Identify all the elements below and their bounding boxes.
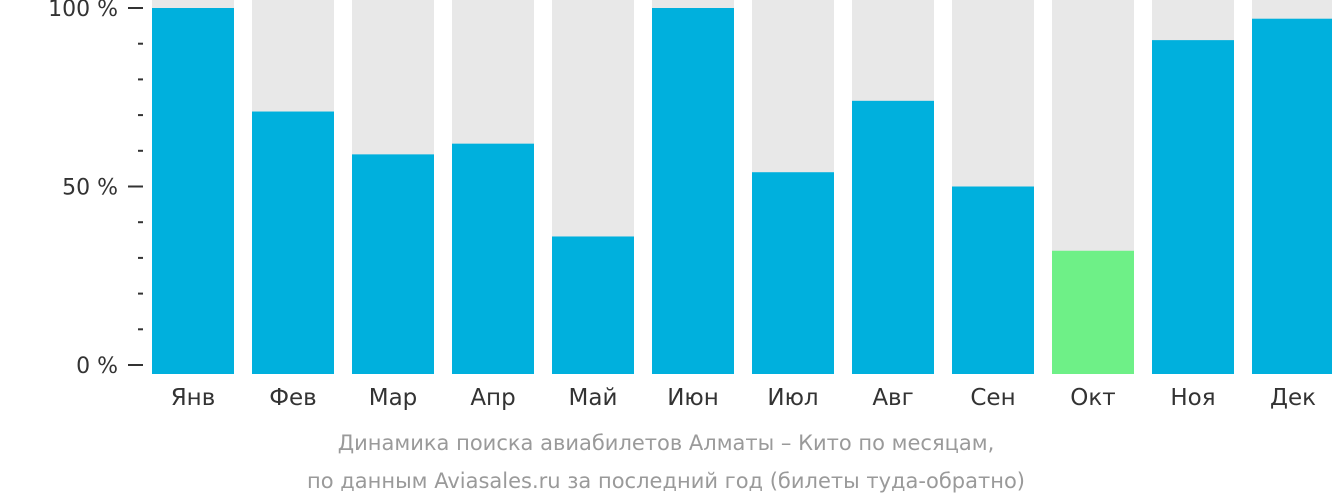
x-tick-label: Мар [369, 385, 418, 411]
bar [452, 143, 534, 374]
bar [552, 236, 634, 374]
bar [152, 8, 234, 374]
y-tick-label: 50 % [62, 176, 118, 201]
x-tick-label: Дек [1270, 385, 1316, 411]
x-tick-label: Май [569, 385, 618, 411]
bar [952, 186, 1034, 374]
bar [1152, 40, 1234, 374]
x-tick-label: Апр [470, 385, 515, 411]
chart-caption-line-2: по данным Aviasales.ru за последний год … [307, 469, 1025, 493]
bar-highlighted [1052, 250, 1134, 374]
x-tick-label: Июл [767, 385, 818, 411]
bar [352, 154, 434, 374]
y-tick-label: 0 % [76, 354, 118, 379]
bar [652, 8, 734, 374]
bar [752, 172, 834, 374]
bar [252, 111, 334, 374]
x-tick-label: Фев [269, 385, 317, 411]
bar [1252, 18, 1332, 375]
x-tick-label: Окт [1070, 385, 1115, 411]
x-tick-label: Ноя [1170, 385, 1215, 411]
bar [852, 100, 934, 374]
y-tick-label: 100 % [48, 0, 118, 22]
chart-caption-line-1: Динамика поиска авиабилетов Алматы – Кит… [337, 431, 995, 455]
x-tick-label: Июн [667, 385, 719, 411]
x-tick-label: Авг [872, 385, 913, 411]
x-tick-label: Сен [970, 385, 1015, 411]
x-tick-label: Янв [171, 385, 216, 411]
